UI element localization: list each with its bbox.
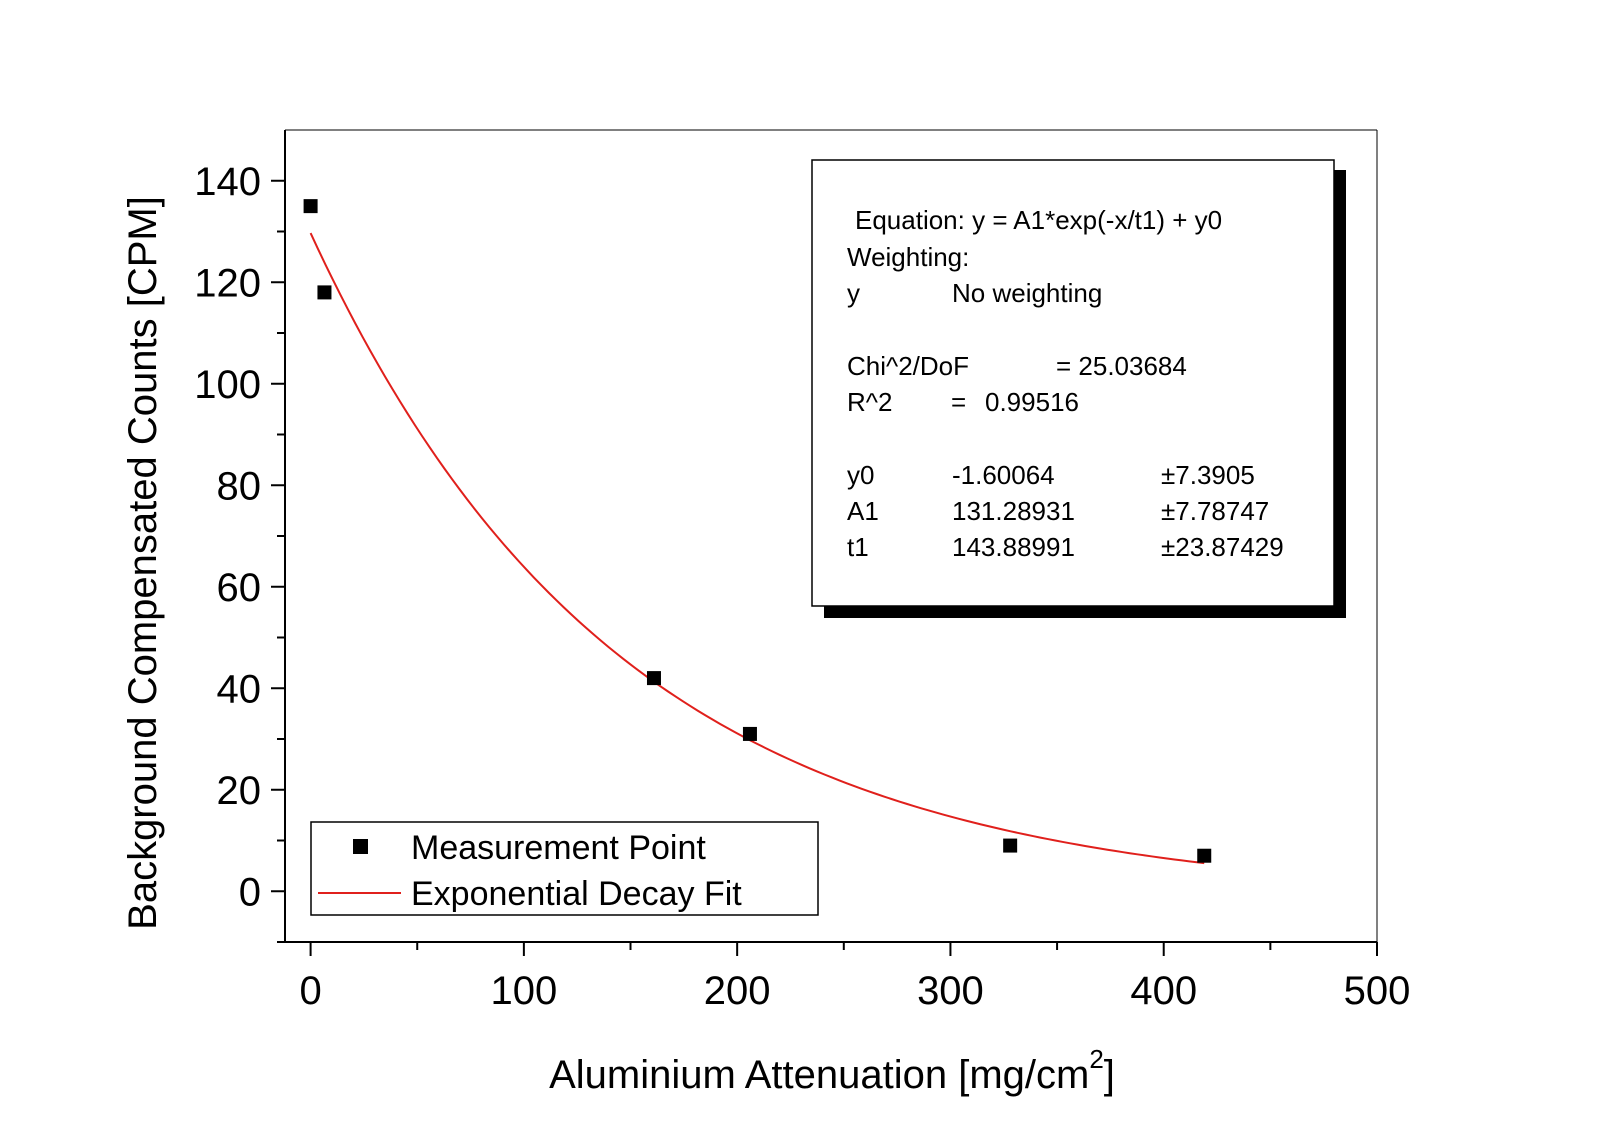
measurement-point <box>1003 838 1018 853</box>
x-tick-label: 500 <box>1344 969 1411 1013</box>
stats-chi-value: = 25.03684 <box>1056 351 1187 381</box>
measurement-point <box>317 285 332 300</box>
stats-param-value: 143.88991 <box>952 532 1075 562</box>
legend-label-measurement: Measurement Point <box>411 829 706 867</box>
x-tick-label: 400 <box>1130 969 1197 1013</box>
legend: Measurement Point Exponential Decay Fit <box>310 821 819 916</box>
x-tick-label: 100 <box>491 969 558 1013</box>
stats-param-name: y0 <box>847 460 874 490</box>
x-tick-label: 300 <box>917 969 984 1013</box>
y-tick-label: 100 <box>194 363 261 407</box>
x-axis: 0 100 200 300 400 500 <box>285 941 1411 1013</box>
fit-stats-box: Equation: y = A1*exp(-x/t1) + y0 Weighti… <box>811 159 1346 618</box>
x-axis-title-superscript: 2 <box>1089 1044 1103 1074</box>
measurement-point <box>303 199 318 214</box>
stats-param-value: -1.60064 <box>952 460 1055 490</box>
stats-weighting-value: No weighting <box>952 278 1102 308</box>
stats-param-error: ±23.87429 <box>1161 532 1284 562</box>
y-tick-label: 40 <box>217 667 262 711</box>
legend-box <box>310 821 819 916</box>
stats-weighting-var: y <box>847 278 860 308</box>
stats-equation: Equation: y = A1*exp(-x/t1) + y0 <box>855 205 1222 235</box>
stats-r2-label: R^2 <box>847 387 892 417</box>
x-tick-label: 200 <box>704 969 771 1013</box>
legend-marker-square <box>353 839 368 854</box>
y-axis-title: Background Compensated Counts [CPM] <box>121 196 165 930</box>
x-axis-title: Aluminium Attenuation [mg/cm2] <box>549 1044 1115 1097</box>
stats-param-name: t1 <box>847 532 869 562</box>
y-tick-label: 20 <box>217 769 262 813</box>
points-layer <box>303 199 1212 863</box>
y-tick-label: 140 <box>194 160 261 204</box>
stats-param-error: ±7.78747 <box>1161 496 1269 526</box>
fit-curve <box>309 232 1205 865</box>
y-tick-label: 80 <box>217 464 262 508</box>
measurement-point <box>1197 848 1212 863</box>
stats-box-panel <box>811 159 1335 607</box>
stats-param-error: ±7.3905 <box>1161 460 1255 490</box>
y-tick-label: 60 <box>217 566 262 610</box>
measurement-point <box>646 671 661 686</box>
y-tick-label: 120 <box>194 261 261 305</box>
x-tick-label: 0 <box>299 969 321 1013</box>
y-axis: 0 20 40 60 80 100 120 140 <box>194 130 286 943</box>
legend-label-fit: Exponential Decay Fit <box>411 875 742 913</box>
stats-weighting-label: Weighting: <box>847 242 969 272</box>
stats-param-name: A1 <box>847 496 879 526</box>
stats-param-value: 131.28931 <box>952 496 1075 526</box>
plot-frame <box>285 129 1378 942</box>
x-axis-title-main: Aluminium Attenuation [mg/cm <box>549 1053 1089 1097</box>
stats-r2-value: 0.99516 <box>985 387 1079 417</box>
stats-r2-eq: = <box>951 387 966 417</box>
y-tick-label: 0 <box>239 870 261 914</box>
x-axis-title-close: ] <box>1104 1053 1115 1097</box>
fit-layer <box>309 232 1205 865</box>
stats-chi-label: Chi^2/DoF <box>847 351 969 381</box>
measurement-point <box>742 726 757 741</box>
